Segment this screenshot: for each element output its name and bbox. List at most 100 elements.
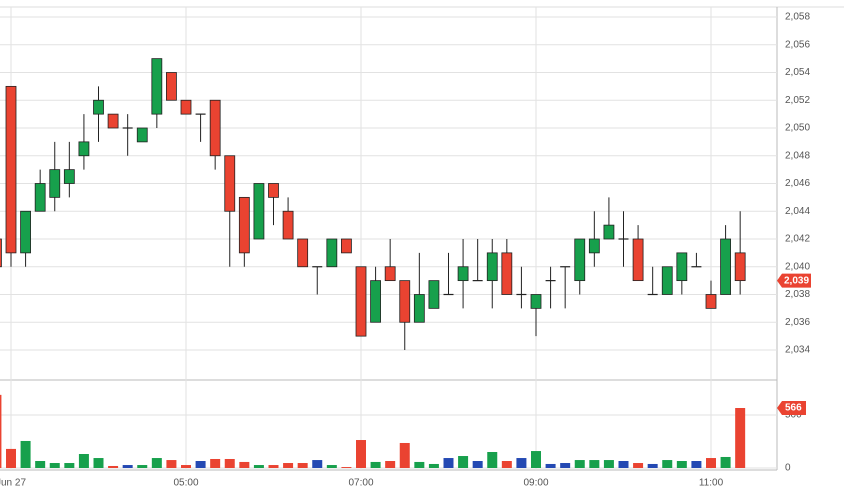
candle-body	[632, 238, 644, 282]
volume-bar	[210, 458, 221, 468]
candle-body	[0, 238, 2, 268]
candle-body	[253, 183, 265, 240]
candle-body	[428, 280, 440, 309]
volume-bar	[458, 456, 469, 468]
volume-bar	[560, 463, 571, 468]
y-tick-label: 2,058	[785, 12, 810, 23]
volume-bar	[574, 460, 585, 468]
y-tick-label: 2,036	[785, 317, 810, 328]
volume-bar	[35, 461, 46, 468]
candle-body	[238, 196, 250, 254]
volume-bar	[20, 440, 31, 468]
y-tick-label: 2,038	[785, 289, 810, 300]
volume-bar	[603, 460, 614, 468]
grid	[0, 7, 777, 470]
candle-body	[20, 210, 31, 254]
volume-bar	[0, 394, 2, 468]
candle-body	[63, 169, 75, 184]
volume-bar	[297, 463, 308, 468]
volume-bar	[428, 463, 439, 468]
candle-body	[5, 85, 17, 254]
volume-bar	[341, 467, 352, 468]
candle-body	[370, 280, 381, 323]
candle-body	[530, 294, 542, 309]
candle-body	[501, 252, 513, 295]
candle-body	[326, 238, 338, 268]
candle-body	[297, 238, 309, 268]
volume-bar	[122, 465, 133, 468]
candle-body	[588, 238, 600, 254]
volume-tick-label: 500	[785, 410, 802, 421]
volume-bar	[6, 448, 16, 468]
volume-bar	[633, 463, 644, 468]
candle-body	[457, 266, 469, 282]
candle-body	[78, 141, 90, 157]
candle-body	[384, 266, 396, 282]
candle-body	[413, 294, 425, 323]
y-tick-label: 2,034	[785, 345, 810, 356]
candle-body	[166, 72, 177, 101]
volume-bar	[501, 461, 512, 468]
volume-bar	[385, 461, 396, 468]
candle-body	[355, 266, 367, 337]
candle-body	[268, 183, 279, 198]
volume-bar	[443, 458, 454, 468]
y-tick-label: 2,042	[785, 234, 810, 245]
candle-body	[603, 224, 615, 240]
candle-body	[486, 252, 498, 282]
y-tick-label: 2,044	[785, 206, 810, 217]
candle-body	[282, 210, 294, 240]
volume-bar	[239, 461, 250, 468]
volume-bar	[487, 451, 498, 468]
volume-bar	[531, 451, 541, 468]
candle-body	[136, 127, 148, 143]
candle-body	[209, 99, 221, 157]
volume-bar	[93, 458, 104, 468]
y-tick-label: 2,054	[785, 67, 810, 78]
volume-bar	[370, 461, 381, 468]
volume-bar	[166, 460, 177, 468]
plot	[0, 58, 746, 468]
volume-bar	[735, 408, 746, 468]
volume-bar	[545, 463, 556, 468]
candle-body	[720, 238, 731, 295]
volume-bar	[414, 461, 425, 468]
y-tick-label: 2,050	[785, 123, 810, 134]
y-tick-label: 2,040	[785, 261, 810, 272]
volume-bar	[647, 463, 658, 468]
volume-bar	[399, 442, 410, 468]
candle-body	[661, 266, 673, 295]
candle-body	[34, 183, 46, 212]
volume-bar	[589, 460, 600, 468]
candle-body	[399, 280, 411, 323]
candle-body	[180, 99, 192, 115]
volume-bar	[472, 461, 483, 468]
volume-bar	[253, 465, 264, 468]
y-tick-label: 2,056	[785, 39, 810, 50]
volume-bar	[283, 463, 294, 468]
volume-bar	[181, 465, 191, 468]
volume-bar	[662, 460, 673, 468]
volume-bar	[516, 458, 527, 468]
candle-body	[49, 169, 61, 198]
candle-body	[676, 252, 688, 282]
y-tick-label: 2,052	[785, 95, 810, 106]
y-tick-label: 2,048	[785, 150, 810, 161]
candle-body	[151, 58, 163, 115]
last-volume-label: 566	[785, 403, 802, 414]
last-volume-tag	[777, 401, 806, 416]
candle-body	[574, 238, 586, 282]
candle-body	[705, 294, 717, 309]
volume-bar	[268, 465, 279, 468]
volume-bar	[108, 465, 119, 468]
volume-bar	[195, 461, 206, 468]
volume-bar	[691, 461, 702, 468]
volume-bar	[151, 458, 162, 468]
candle-body	[224, 155, 236, 212]
volume-bar	[676, 461, 687, 468]
volume-bar	[78, 454, 89, 468]
volume-bar	[356, 440, 366, 468]
volume-bar	[706, 458, 716, 468]
last-price-tag	[777, 273, 811, 288]
